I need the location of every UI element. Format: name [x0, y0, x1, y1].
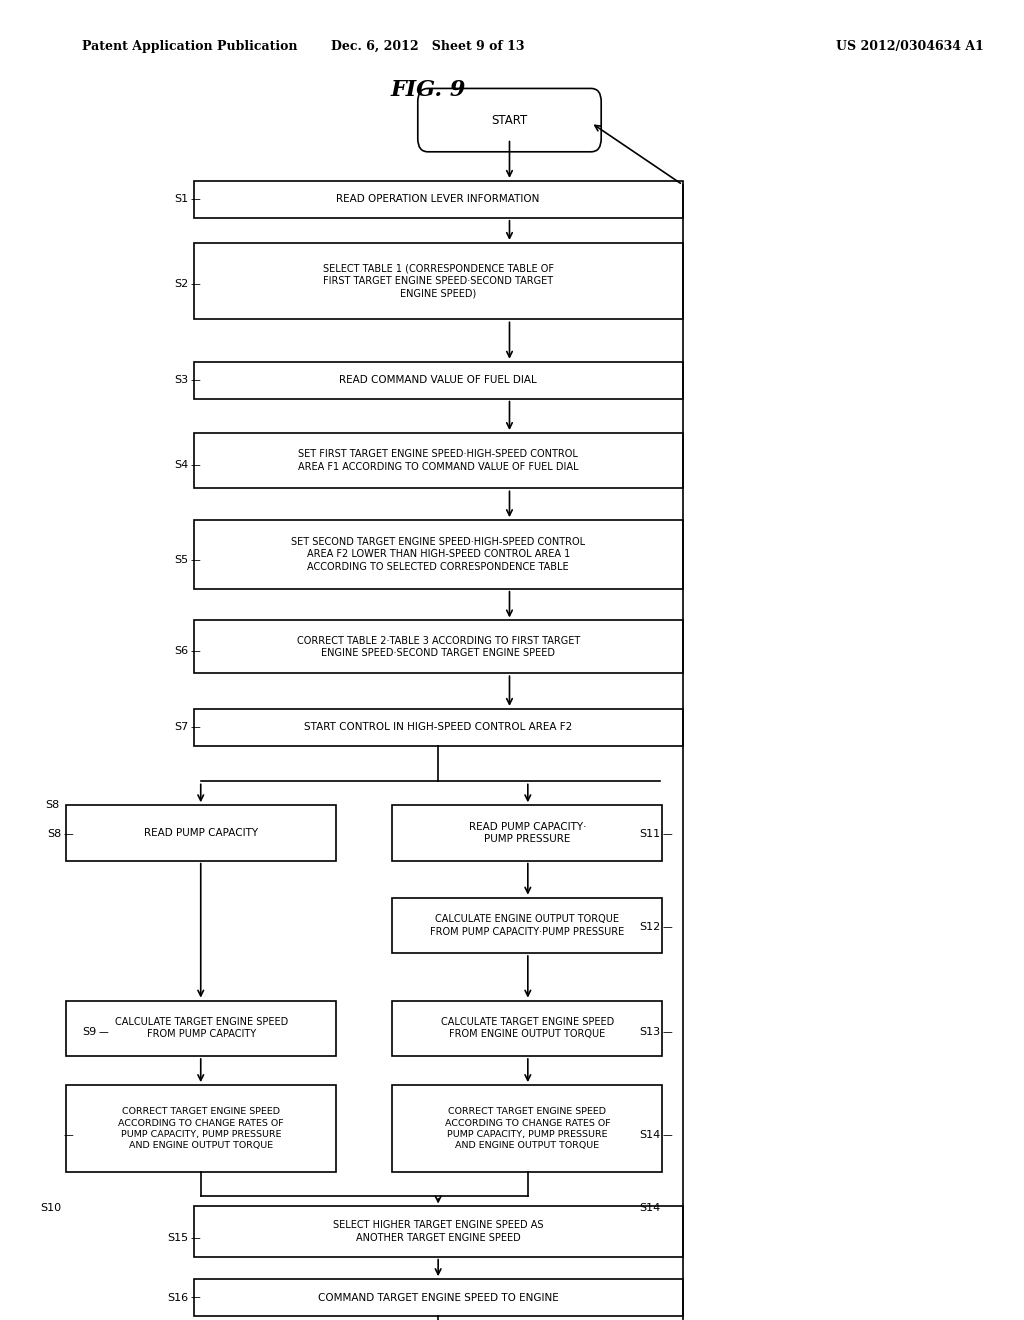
Text: START CONTROL IN HIGH-SPEED CONTROL AREA F2: START CONTROL IN HIGH-SPEED CONTROL AREA… [304, 722, 572, 733]
Text: —: — [663, 921, 672, 932]
Text: US 2012/0304634 A1: US 2012/0304634 A1 [836, 40, 983, 53]
FancyBboxPatch shape [392, 898, 663, 953]
Text: S1: S1 [174, 194, 188, 205]
Text: COMMAND TARGET ENGINE SPEED TO ENGINE: COMMAND TARGET ENGINE SPEED TO ENGINE [317, 1292, 558, 1303]
Text: —: — [663, 1130, 672, 1140]
Text: READ OPERATION LEVER INFORMATION: READ OPERATION LEVER INFORMATION [337, 194, 540, 205]
Text: S10: S10 [40, 1203, 61, 1213]
Text: S8: S8 [47, 829, 61, 840]
Text: S3: S3 [174, 375, 188, 385]
Text: Patent Application Publication: Patent Application Publication [82, 40, 297, 53]
FancyBboxPatch shape [392, 805, 663, 861]
FancyBboxPatch shape [194, 362, 683, 399]
Text: —: — [190, 194, 201, 205]
Text: CALCULATE TARGET ENGINE SPEED
FROM PUMP CAPACITY: CALCULATE TARGET ENGINE SPEED FROM PUMP … [115, 1018, 288, 1039]
Text: SET SECOND TARGET ENGINE SPEED·HIGH-SPEED CONTROL
AREA F2 LOWER THAN HIGH-SPEED : SET SECOND TARGET ENGINE SPEED·HIGH-SPEE… [291, 537, 586, 572]
Text: —: — [99, 1027, 109, 1038]
Text: READ PUMP CAPACITY: READ PUMP CAPACITY [144, 828, 258, 838]
Text: S13: S13 [639, 1027, 660, 1038]
Text: CORRECT TARGET ENGINE SPEED
ACCORDING TO CHANGE RATES OF
PUMP CAPACITY, PUMP PRE: CORRECT TARGET ENGINE SPEED ACCORDING TO… [119, 1107, 284, 1150]
FancyBboxPatch shape [194, 520, 683, 589]
FancyBboxPatch shape [194, 1206, 683, 1257]
Text: S4: S4 [174, 459, 188, 470]
FancyBboxPatch shape [392, 1001, 663, 1056]
FancyBboxPatch shape [194, 243, 683, 319]
FancyBboxPatch shape [194, 181, 683, 218]
Text: S14: S14 [639, 1130, 660, 1140]
Text: SELECT TABLE 1 (CORRESPONDENCE TABLE OF
FIRST TARGET ENGINE SPEED·SECOND TARGET
: SELECT TABLE 1 (CORRESPONDENCE TABLE OF … [323, 264, 554, 298]
Text: —: — [63, 1130, 73, 1140]
Text: S8: S8 [45, 800, 59, 810]
Text: S6: S6 [174, 645, 188, 656]
Text: CALCULATE ENGINE OUTPUT TORQUE
FROM PUMP CAPACITY·PUMP PRESSURE: CALCULATE ENGINE OUTPUT TORQUE FROM PUMP… [430, 915, 625, 936]
Text: S5: S5 [174, 554, 188, 565]
FancyBboxPatch shape [194, 433, 683, 488]
Text: —: — [190, 554, 201, 565]
FancyBboxPatch shape [392, 1085, 663, 1172]
Text: S16: S16 [167, 1292, 188, 1303]
Text: —: — [190, 375, 201, 385]
Text: Dec. 6, 2012   Sheet 9 of 13: Dec. 6, 2012 Sheet 9 of 13 [331, 40, 524, 53]
Text: —: — [63, 829, 73, 840]
Text: SELECT HIGHER TARGET ENGINE SPEED AS
ANOTHER TARGET ENGINE SPEED: SELECT HIGHER TARGET ENGINE SPEED AS ANO… [333, 1221, 544, 1242]
Text: S14: S14 [639, 1203, 660, 1213]
FancyBboxPatch shape [67, 1001, 336, 1056]
Text: S2: S2 [174, 279, 188, 289]
Text: FIG. 9: FIG. 9 [390, 79, 466, 102]
Text: —: — [190, 459, 201, 470]
Text: S11: S11 [639, 829, 660, 840]
Text: S7: S7 [174, 722, 188, 733]
Text: READ COMMAND VALUE OF FUEL DIAL: READ COMMAND VALUE OF FUEL DIAL [339, 375, 537, 385]
Text: CORRECT TABLE 2·TABLE 3 ACCORDING TO FIRST TARGET
ENGINE SPEED·SECOND TARGET ENG: CORRECT TABLE 2·TABLE 3 ACCORDING TO FIR… [297, 636, 580, 657]
Text: S9: S9 [83, 1027, 97, 1038]
Text: —: — [663, 1027, 672, 1038]
Text: —: — [190, 722, 201, 733]
Text: S15: S15 [167, 1233, 188, 1243]
FancyBboxPatch shape [67, 805, 336, 861]
FancyBboxPatch shape [194, 709, 683, 746]
Text: SET FIRST TARGET ENGINE SPEED·HIGH-SPEED CONTROL
AREA F1 ACCORDING TO COMMAND VA: SET FIRST TARGET ENGINE SPEED·HIGH-SPEED… [298, 450, 579, 471]
FancyBboxPatch shape [194, 1279, 683, 1316]
Text: —: — [190, 1292, 201, 1303]
Text: —: — [190, 279, 201, 289]
Text: —: — [663, 829, 672, 840]
Text: CORRECT TARGET ENGINE SPEED
ACCORDING TO CHANGE RATES OF
PUMP CAPACITY, PUMP PRE: CORRECT TARGET ENGINE SPEED ACCORDING TO… [444, 1107, 610, 1150]
Text: START: START [492, 114, 527, 127]
Text: S12: S12 [639, 921, 660, 932]
Text: READ PUMP CAPACITY·
PUMP PRESSURE: READ PUMP CAPACITY· PUMP PRESSURE [469, 822, 586, 843]
Text: —: — [190, 1233, 201, 1243]
FancyBboxPatch shape [67, 1085, 336, 1172]
FancyBboxPatch shape [418, 88, 601, 152]
Text: CALCULATE TARGET ENGINE SPEED
FROM ENGINE OUTPUT TORQUE: CALCULATE TARGET ENGINE SPEED FROM ENGIN… [440, 1018, 614, 1039]
Text: —: — [190, 645, 201, 656]
FancyBboxPatch shape [194, 620, 683, 673]
